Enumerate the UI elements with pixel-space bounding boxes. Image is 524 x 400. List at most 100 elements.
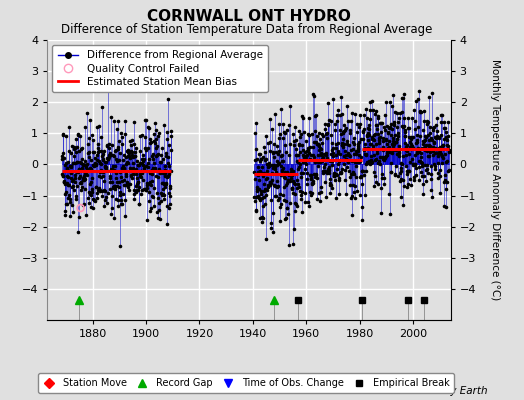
Point xyxy=(62,189,70,195)
Point xyxy=(407,146,415,152)
Point xyxy=(288,190,297,196)
Point xyxy=(418,160,426,167)
Point xyxy=(332,152,341,158)
Point xyxy=(90,196,99,203)
Point xyxy=(363,114,372,121)
Point xyxy=(373,146,381,153)
Point xyxy=(79,202,87,208)
Point xyxy=(344,150,352,157)
Point xyxy=(70,144,78,150)
Point xyxy=(86,190,94,197)
Point xyxy=(273,178,281,184)
Point xyxy=(436,112,445,118)
Point xyxy=(400,132,409,139)
Point xyxy=(121,213,129,220)
Point xyxy=(78,156,86,162)
Point xyxy=(274,161,282,167)
Point xyxy=(271,164,279,170)
Point xyxy=(299,147,308,153)
Point xyxy=(140,156,149,162)
Point xyxy=(134,162,142,168)
Point xyxy=(130,191,138,197)
Point xyxy=(331,171,339,177)
Point xyxy=(425,149,434,156)
Point xyxy=(369,145,377,151)
Point xyxy=(76,180,84,186)
Point xyxy=(330,170,339,177)
Point xyxy=(100,187,108,194)
Point xyxy=(162,174,171,180)
Point xyxy=(310,171,318,177)
Point xyxy=(94,145,103,151)
Point xyxy=(367,153,376,159)
Point xyxy=(431,166,440,172)
Point xyxy=(368,98,377,104)
Point xyxy=(60,178,68,185)
Point xyxy=(280,184,288,190)
Point xyxy=(257,156,265,162)
Point xyxy=(259,172,267,179)
Point xyxy=(77,186,85,193)
Point xyxy=(364,130,373,136)
Point xyxy=(70,175,79,181)
Point xyxy=(110,153,118,159)
Point xyxy=(389,147,398,153)
Point xyxy=(293,203,301,209)
Point xyxy=(89,162,97,168)
Point xyxy=(75,214,84,220)
Point xyxy=(133,175,141,181)
Point xyxy=(135,184,144,191)
Point xyxy=(69,176,78,183)
Point xyxy=(262,192,270,198)
Point xyxy=(414,158,423,164)
Text: Difference of Station Temperature Data from Regional Average: Difference of Station Temperature Data f… xyxy=(61,24,432,36)
Point xyxy=(250,193,259,200)
Point xyxy=(323,130,331,136)
Point xyxy=(133,187,141,193)
Point xyxy=(112,175,121,182)
Point xyxy=(92,162,100,168)
Point xyxy=(255,151,264,157)
Point xyxy=(424,153,432,159)
Point xyxy=(124,153,133,159)
Point xyxy=(59,178,68,185)
Point xyxy=(357,136,365,142)
Point xyxy=(349,182,357,188)
Point xyxy=(286,178,294,184)
Point xyxy=(92,161,100,167)
Point xyxy=(66,162,74,169)
Point xyxy=(432,135,440,142)
Point xyxy=(330,170,338,176)
Point xyxy=(82,212,91,219)
Point xyxy=(316,152,325,158)
Point xyxy=(160,180,168,187)
Point xyxy=(94,187,102,193)
Point xyxy=(436,167,444,173)
Point xyxy=(441,186,450,192)
Point xyxy=(276,204,284,210)
Point xyxy=(430,138,438,145)
Point xyxy=(337,140,346,146)
Point xyxy=(298,142,306,148)
Point xyxy=(334,176,343,183)
Point xyxy=(358,217,366,223)
Point xyxy=(401,126,409,133)
Point xyxy=(293,152,302,158)
Point xyxy=(282,205,291,211)
Point xyxy=(135,162,143,168)
Point xyxy=(344,117,352,124)
Point xyxy=(259,169,268,176)
Point xyxy=(391,147,400,154)
Point xyxy=(286,200,294,206)
Point xyxy=(292,200,301,207)
Point xyxy=(125,187,133,193)
Point xyxy=(83,110,91,116)
Point xyxy=(334,140,342,146)
Point xyxy=(150,185,158,191)
Point xyxy=(377,185,386,191)
Point xyxy=(326,182,334,188)
Point xyxy=(139,162,148,169)
Point xyxy=(301,190,310,196)
Point xyxy=(64,174,72,181)
Point xyxy=(114,203,123,209)
